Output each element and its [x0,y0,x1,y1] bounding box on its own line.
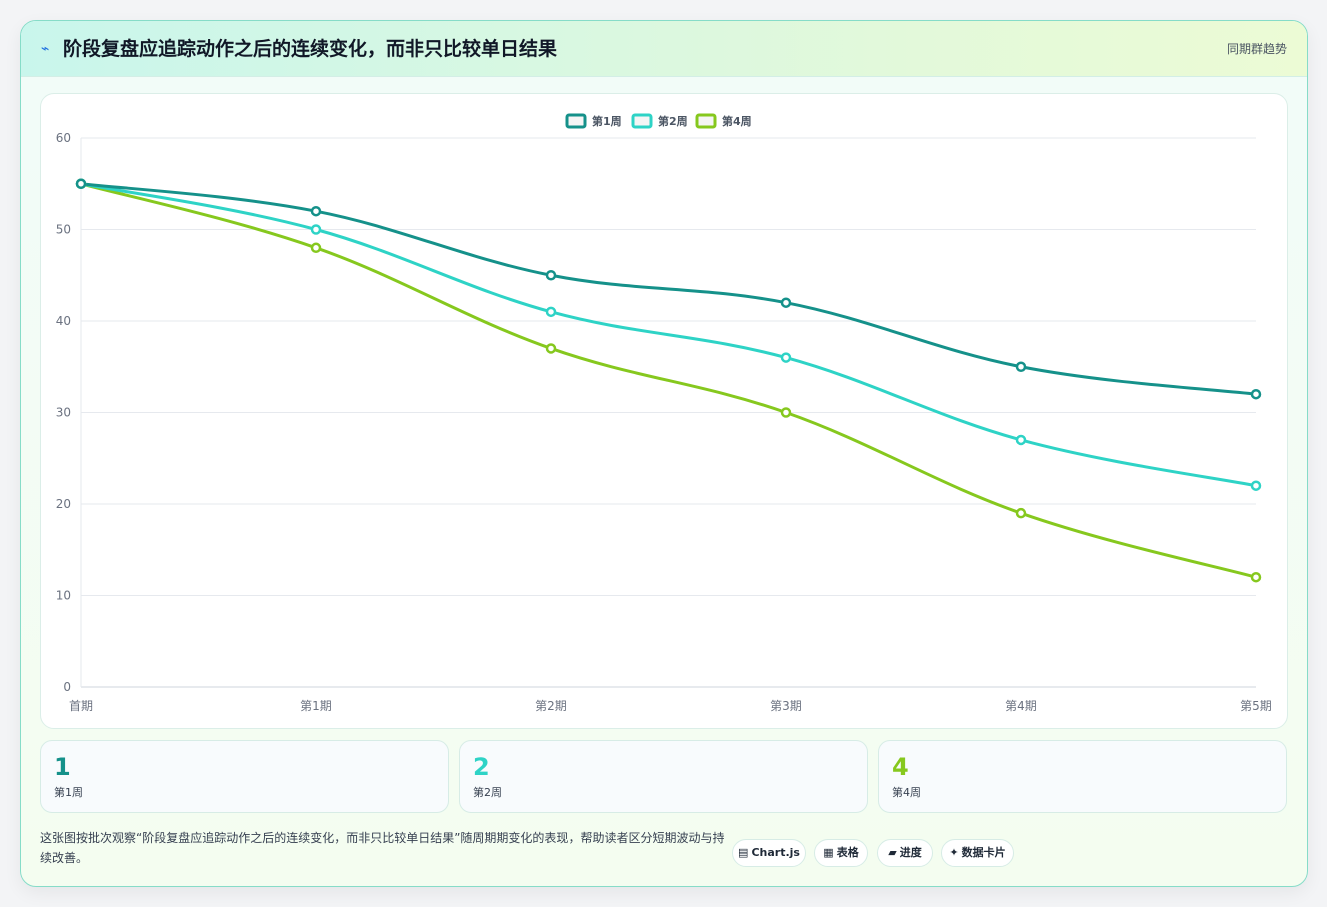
data-point [1250,388,1262,400]
x-tick-label: 第4期 [1005,699,1037,713]
data-point [780,407,792,418]
y-tick-label: 50 [56,223,71,237]
chip-data-cards[interactable]: ✦ 数据卡片 [941,839,1014,867]
data-point [1015,434,1027,446]
data-point [1250,480,1262,491]
sparkle-icon: ✦ [949,846,959,859]
x-tick-label: 首期 [69,699,93,713]
x-tick-label: 第1期 [300,699,332,713]
legend-swatch [631,113,653,129]
data-point [545,343,557,354]
card-header: ⌁ 阶段复盘应追踪动作之后的连续变化，而非只比较单日结果 同期群趋势 [21,21,1307,77]
chip-chartjs[interactable]: ▤ Chart.js [732,839,806,867]
y-tick-label: 60 [56,131,71,145]
chip-table[interactable]: ▦ 表格 [814,839,868,867]
data-point [545,306,557,318]
chip-label: Chart.js [751,846,800,859]
data-point [780,352,792,363]
legend-label: 第2周 [658,114,688,128]
data-point [780,297,792,308]
y-tick-label: 30 [56,406,71,420]
series-line [80,182,1257,579]
chart-icon: ▤ [738,846,749,859]
chart-description: 这张图按批次观察“阶段复盘应追踪动作之后的连续变化，而非只比较单日结果”随周期期… [40,831,725,865]
series-line [80,182,1257,488]
data-point [310,224,322,235]
legend-label: 第1周 [592,114,622,128]
stat-label: 第4周 [892,786,921,799]
page-title: 阶段复盘应追踪动作之后的连续变化，而非只比较单日结果 [63,38,558,60]
line-chart: 0 10 20 30 40 50 60 首期 第1期 第2期 第3期 第4期 第5期 第1周 第2周 第4周 [56,113,1272,713]
stat-card-4: 4 第4周 [878,740,1287,813]
data-point [1250,571,1262,583]
data-point [545,270,557,281]
data-point [310,205,322,217]
y-tick-label: 0 [63,680,71,694]
x-tick-label: 第3期 [770,699,802,713]
chart-container: 0 10 20 30 40 50 60 首期 第1期 第2期 第3期 第4期 第5期 第1周 第2周 第4周 [40,93,1288,729]
stat-label: 第1周 [54,786,83,799]
x-tick-label: 第5期 [1240,699,1272,713]
data-point [1015,507,1027,519]
series-line [80,182,1257,396]
legend-swatch [695,113,717,129]
data-point [1015,361,1027,372]
stat-value: 2 [473,753,490,781]
stat-label: 第2周 [473,786,502,799]
bolt-icon: ⌁ [41,41,50,57]
table-icon: ▦ [823,846,834,859]
header-tag: 同期群趋势 [1226,42,1287,56]
x-tick-label: 第2期 [535,699,567,713]
stat-card-2: 2 第2周 [459,740,868,813]
stat-card-1: 1 第1周 [40,740,449,813]
y-tick-label: 40 [56,314,71,328]
progress-icon: ▰ [888,846,897,859]
cohort-card: ⌁ 阶段复盘应追踪动作之后的连续变化，而非只比较单日结果 同期群趋势 0 10 20… [20,20,1308,887]
legend-label: 第4周 [722,114,752,128]
stat-value: 1 [54,753,71,781]
y-tick-label: 10 [56,589,71,603]
chip-progress[interactable]: ▰ 进度 [877,839,933,867]
data-point [75,178,87,189]
legend-swatch [565,113,587,129]
y-tick-label: 20 [56,497,71,511]
stat-value: 4 [892,753,909,781]
chip-label: 数据卡片 [961,846,1006,859]
data-point [310,242,322,254]
chip-label: 进度 [899,846,922,859]
chip-label: 表格 [836,846,859,859]
